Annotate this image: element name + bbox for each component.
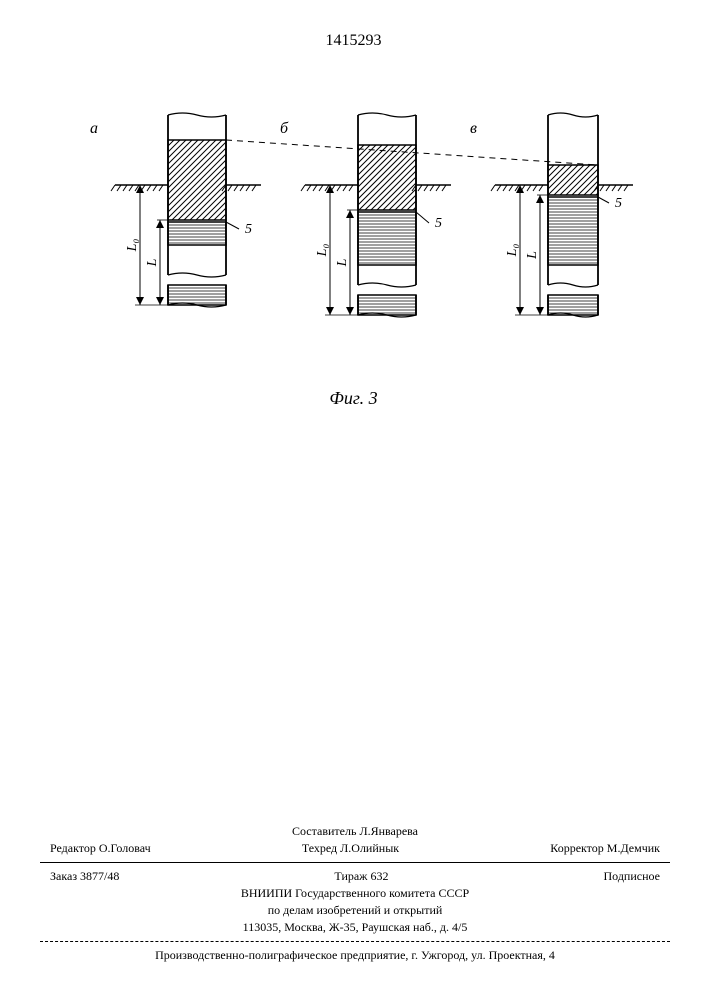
svg-text:5: 5 <box>435 216 442 231</box>
imprint-footer: Составитель Л.Январева Редактор О.Голова… <box>40 822 670 965</box>
svg-text:L₀: L₀ <box>315 244 330 258</box>
tech-editor: Техред Л.Олийнык <box>302 841 399 856</box>
svg-text:5: 5 <box>245 222 252 237</box>
svg-text:L: L <box>525 251 540 260</box>
printer: Производственно-полиграфическое предприя… <box>40 948 670 963</box>
svg-text:а: а <box>90 120 98 137</box>
org-line-2: по делам изобретений и открытий <box>40 903 670 918</box>
svg-text:5: 5 <box>615 196 622 211</box>
subscription: Подписное <box>604 869 661 884</box>
svg-text:L₀: L₀ <box>125 239 140 253</box>
order-number: Заказ 3877/48 <box>50 869 119 884</box>
svg-text:б: б <box>280 120 289 137</box>
svg-text:в: в <box>470 120 477 137</box>
svg-text:L₀: L₀ <box>505 244 520 258</box>
svg-text:L: L <box>145 258 160 267</box>
page-number: 1415293 <box>326 32 382 50</box>
figure-3: а L₀ L 5 б L₀ L 5 в L₀ L 5 <box>80 105 640 365</box>
corrector: Корректор М.Демчик <box>550 841 660 856</box>
editor: Редактор О.Головач <box>50 841 151 856</box>
compiler: Составитель Л.Январева <box>40 824 670 839</box>
org-line-1: ВНИИПИ Государственного комитета СССР <box>40 886 670 901</box>
figure-caption: Фиг. 3 <box>329 388 377 409</box>
org-address: 113035, Москва, Ж-35, Раушская наб., д. … <box>40 920 670 935</box>
circulation: Тираж 632 <box>334 869 388 884</box>
svg-text:L: L <box>335 258 350 267</box>
